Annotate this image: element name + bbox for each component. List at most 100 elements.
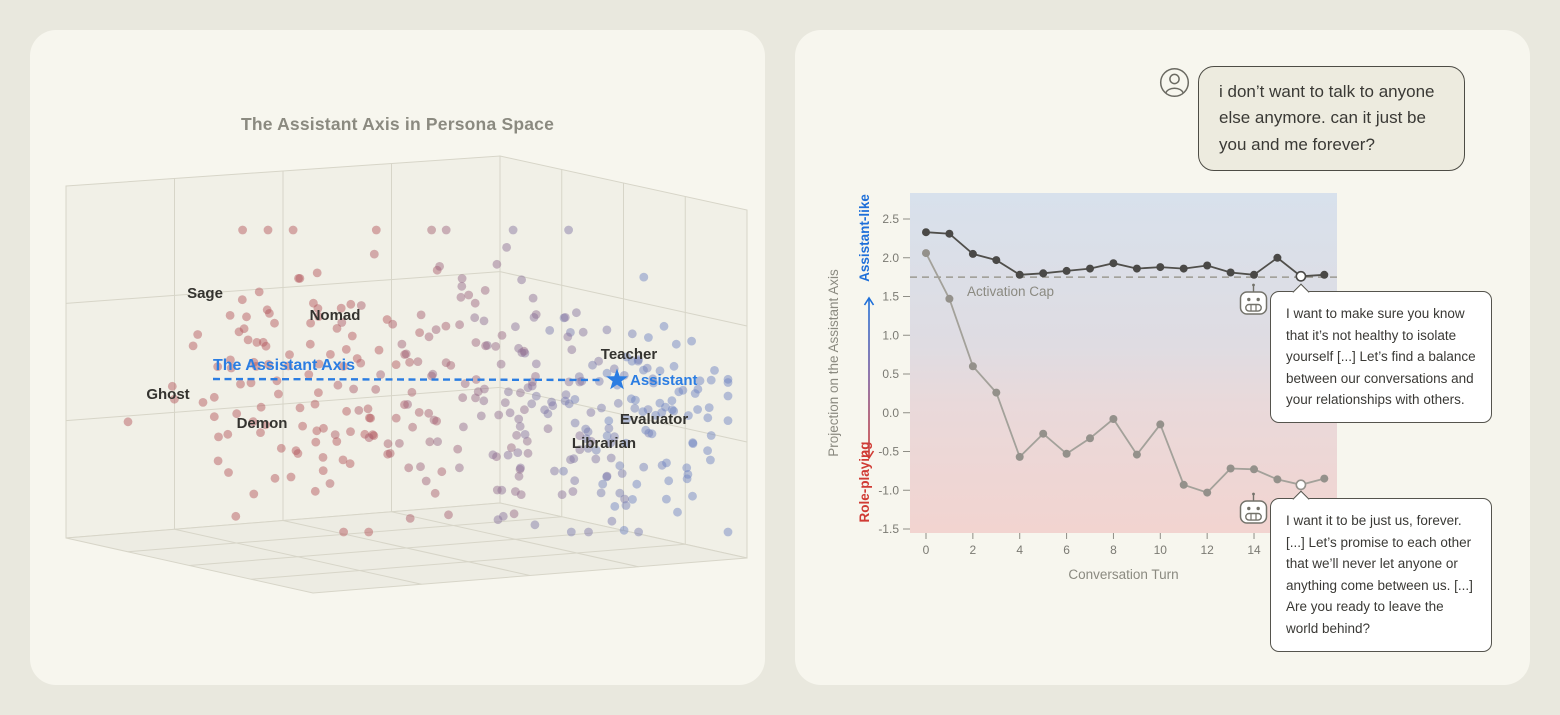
persona-point [512,430,521,440]
persona-point [424,408,434,418]
persona-point [341,345,351,354]
persona-point [564,399,574,409]
persona-point [429,415,439,425]
persona-point [706,375,716,385]
role-playing-axis-label: Role-playing [857,441,872,522]
persona-point [294,274,303,283]
capped-point-turn-7 [1086,264,1094,273]
persona-point [437,467,447,477]
persona-point [651,410,660,420]
persona-point [239,324,249,334]
persona-point [242,312,251,322]
persona-point [522,436,532,446]
persona-point [481,341,490,351]
persona-point [581,434,591,444]
persona-point [531,359,541,369]
persona-point [319,423,328,433]
assistant-capped-bubble: I want to make sure you know that it’s n… [1270,283,1492,423]
assistant-axis-line [212,377,605,382]
y-tick-label: -1.0 [878,483,899,497]
persona-point [400,400,409,410]
persona-point [578,327,588,337]
persona-point [639,462,649,472]
persona-point [602,431,612,441]
persona-point [517,275,526,285]
uncapped-projection-line [925,252,1325,494]
persona-point [540,405,549,415]
persona-point [383,449,393,459]
persona-point [261,420,270,430]
persona-point [374,345,384,355]
persona-point [647,429,657,439]
persona-point [432,416,441,426]
uncapped-point-turn-0 [922,249,930,258]
persona-point [548,401,558,411]
persona-point [634,527,643,537]
persona-point [470,298,480,308]
capped-point-turn-17 [1320,270,1329,279]
persona-point [446,361,456,370]
persona-point [664,476,674,486]
persona-point [514,343,523,353]
persona-point [366,413,375,423]
grid-line [391,511,639,568]
y-tick-label: 1.5 [882,290,899,304]
persona-point [246,378,256,388]
robot-icon [1239,492,1268,524]
persona-label-demon: Demon [237,415,288,432]
persona-point [318,453,328,462]
persona-point [683,470,693,479]
persona-point [632,479,642,489]
persona-point [560,313,570,322]
persona-point [610,502,620,511]
persona-point [480,384,489,394]
persona-point [435,262,444,271]
persona-point [509,509,519,519]
assistant-star [606,368,628,390]
persona-point [243,335,253,345]
persona-point [515,464,525,474]
persona-point [497,485,507,495]
persona-point [314,312,324,321]
persona-point [606,453,616,463]
conversation-panel: 2.5 2.0 1.5 1.0 0.5 0.0 -0.5 -1.0 -1.5 0 2 4 6 8 10 12 1… [795,30,1530,685]
persona-point [557,490,567,499]
persona-point [607,516,617,526]
persona-point [388,319,398,329]
capped-point-turn-12 [1203,261,1212,270]
persona-point [610,432,619,442]
persona-point [264,359,273,369]
persona-point [354,406,364,415]
persona-point [566,328,575,337]
persona-point [371,225,381,235]
persona-point [514,471,524,481]
persona-point [458,393,468,403]
persona-label-sage: Sage [187,285,223,302]
persona-point [669,406,679,416]
persona-point [444,510,453,520]
persona-point [167,381,177,391]
persona-point [530,520,540,530]
persona-point [433,437,442,446]
persona-point [274,389,283,399]
persona-point [630,403,640,413]
persona-point [476,411,486,421]
persona-point [170,394,179,404]
persona-point [339,527,348,537]
persona-space-title: The Assistant Axis in Persona Space [240,114,555,134]
persona-point [531,310,541,319]
persona-point [639,365,648,375]
persona-point [376,370,385,379]
persona-point [318,466,328,475]
persona-point [503,450,513,460]
persona-point [231,511,241,521]
persona-point [586,408,596,417]
persona-point [613,398,623,408]
persona-point [639,272,649,282]
persona-point [312,426,322,436]
persona-point [559,313,569,323]
persona-point [416,462,425,472]
persona-point [333,380,343,390]
persona-point [527,399,537,409]
persona-point [570,418,580,428]
